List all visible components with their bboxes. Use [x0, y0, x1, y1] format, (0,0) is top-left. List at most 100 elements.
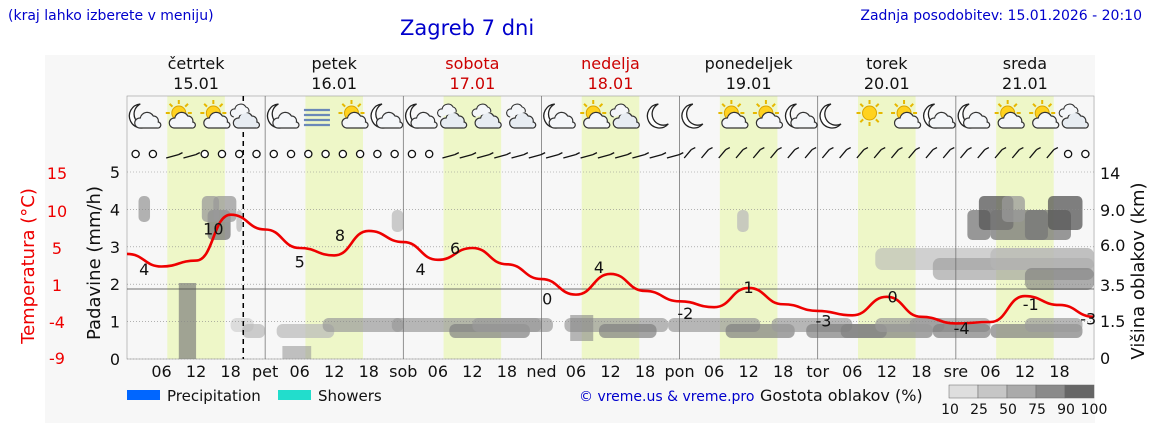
- cloud-density-tick: 90: [1057, 402, 1075, 418]
- wind-barb-icon: [1011, 146, 1024, 159]
- sun-cloud-icon: [718, 100, 749, 129]
- sun-ray: [875, 103, 880, 108]
- x-tick: 06: [151, 362, 171, 381]
- sun-ray: [859, 103, 864, 108]
- barb-feather: [661, 152, 667, 156]
- x-tick: pon: [665, 362, 695, 381]
- cloud-height-tick: 0: [1100, 349, 1110, 368]
- wind-barb-icon: [908, 146, 921, 159]
- cloud-density-swatch: [1064, 384, 1095, 399]
- wind-barb-icon: [632, 152, 650, 159]
- x-tick: 12: [1015, 362, 1035, 381]
- moon-shape: [646, 103, 669, 129]
- cloud-shape: [439, 111, 468, 129]
- barb-staff: [580, 154, 594, 159]
- daylight-band: [858, 96, 916, 359]
- daylight-band: [719, 96, 778, 359]
- x-tick: 12: [462, 362, 482, 381]
- location-hint[interactable]: (kraj lahko izberete v meniju): [8, 8, 214, 24]
- barb-staff: [649, 154, 663, 159]
- cloud-shape: [232, 111, 261, 129]
- wind-barb-icon: [528, 152, 546, 159]
- wind-barb-icon: [873, 146, 886, 159]
- barb-feather: [829, 146, 834, 151]
- moon-icon: [819, 103, 842, 129]
- barb-feather: [627, 152, 632, 156]
- barb-staff: [597, 154, 611, 159]
- cloud-height-tick: 1.5: [1100, 312, 1125, 331]
- moon-cloud-icon: [128, 103, 162, 129]
- barb-staff: [787, 149, 796, 159]
- page-title: Zagreb 7 dni: [400, 16, 535, 40]
- barb-feather: [777, 146, 782, 151]
- barb-staff: [873, 149, 882, 159]
- cloud-height-tick: 14: [1100, 164, 1120, 183]
- wind-barb-icon: [959, 146, 972, 159]
- barb-staff: [545, 154, 559, 159]
- cloud-cell: [276, 324, 335, 338]
- wind-barb-icon: [925, 146, 938, 159]
- moon-shape: [681, 103, 704, 129]
- sun-cloud-icon: [994, 100, 1025, 129]
- wind-barb-icon: [563, 152, 580, 159]
- temperature-extreme-label: 4: [594, 258, 604, 277]
- barb-feather: [1001, 146, 1007, 151]
- wind-barb-icon: [890, 146, 903, 159]
- wind-barb-icon: [821, 146, 834, 159]
- sun-disc: [862, 105, 878, 121]
- cloud-cell: [1001, 196, 1025, 222]
- x-tick: 12: [877, 362, 897, 381]
- barb-staff: [959, 149, 969, 159]
- barb-staff: [770, 149, 779, 159]
- cloud-shape: [997, 111, 1025, 129]
- wind-barb-icon: [614, 152, 632, 159]
- chart-axes: 012345-9-415101501.53.56.09.014Temperatu…: [18, 163, 1149, 381]
- cloud-cell: [1047, 196, 1083, 230]
- wind-barb-icon: [666, 152, 684, 159]
- cloud-icon: [1058, 103, 1089, 129]
- sun-cloud-icon: [580, 100, 611, 129]
- sun-cloud-icon: [165, 100, 196, 129]
- barb-feather: [760, 146, 765, 151]
- day-date: 16.01: [311, 74, 357, 93]
- wind-barb-icon: [718, 146, 731, 159]
- precip-tick: 4: [110, 200, 120, 219]
- showers-legend-label: Showers: [318, 387, 382, 405]
- cloud-density-tick: 75: [1028, 402, 1046, 418]
- moon-cloud-icon: [923, 103, 956, 129]
- cloud-cell: [932, 324, 991, 338]
- barb-staff: [908, 149, 917, 159]
- cloud-cell: [138, 196, 151, 222]
- barb-feather: [950, 146, 955, 151]
- cloud-cell: [236, 210, 243, 232]
- x-tick: 12: [324, 362, 344, 381]
- wind-barb-icon: [183, 152, 201, 159]
- cloud-shape: [341, 111, 369, 129]
- wind-calm-icon: [304, 149, 313, 159]
- cloud-height-axis-label: Višina oblakov (km): [1128, 182, 1149, 359]
- temp-tick: 1: [52, 276, 62, 295]
- barb-feather: [1019, 146, 1024, 151]
- weather-icons: [128, 100, 1089, 129]
- barb-staff: [459, 154, 473, 159]
- sun-ray: [756, 103, 761, 108]
- moon-cloud-icon: [543, 103, 576, 129]
- x-tick: 18: [220, 362, 240, 381]
- wind-calm-icon: [407, 149, 417, 159]
- moon-shape: [819, 103, 842, 129]
- barb-staff: [890, 149, 899, 159]
- x-tick: 06: [842, 362, 862, 381]
- barb-feather: [863, 146, 869, 151]
- x-tick: ned: [526, 362, 556, 381]
- sun-ray: [341, 103, 346, 108]
- x-tick: 12: [738, 362, 758, 381]
- cloud-cell: [322, 318, 404, 332]
- barb-feather: [967, 146, 972, 151]
- barb-staff: [528, 154, 542, 159]
- barb-feather: [846, 146, 851, 151]
- wind-barb-icon: [787, 146, 800, 159]
- cloud-shape: [755, 111, 784, 129]
- chart-grid: [127, 96, 1094, 360]
